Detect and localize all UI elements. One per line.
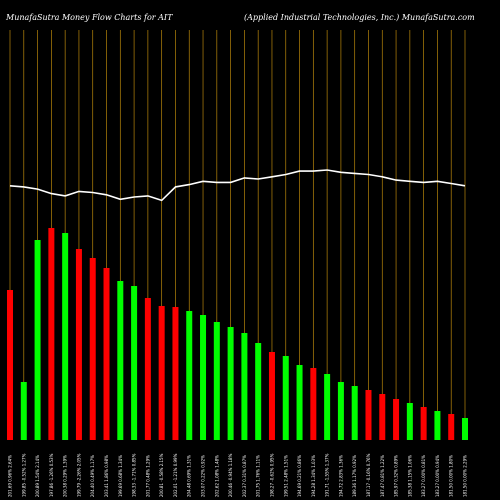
- money-flow-bar: [379, 394, 386, 440]
- x-tick-label: 199.79 -2.26% 2.05%: [76, 453, 81, 497]
- x-tick-label: 201.75 1.76% 1.11%: [256, 455, 261, 497]
- x-tick-label: 191.71 -1.55% 1.37%: [325, 453, 330, 497]
- money-flow-bar: [255, 343, 262, 440]
- money-flow-bar: [158, 306, 165, 440]
- chart-title-right: (Applied Industrial Technologies, Inc.) …: [244, 13, 475, 22]
- money-flow-bar: [144, 298, 151, 440]
- x-tick-label: 181.50 0.00% 1.80%: [449, 455, 454, 497]
- x-tick-label: 204.48 0.69% 1.31%: [187, 455, 192, 497]
- x-tick-label: 183.27 0.00% 0.81%: [421, 455, 426, 497]
- money-flow-bar: [75, 249, 82, 440]
- money-flow-bar: [62, 233, 69, 440]
- money-flow-bar: [296, 365, 303, 440]
- money-flow-bar: [462, 418, 468, 440]
- x-tick-label: 204.40 0.49% 1.17%: [90, 455, 95, 497]
- x-tick-label: 201.77 0.48% 1.29%: [145, 455, 150, 497]
- money-flow-bar: [131, 286, 138, 440]
- x-tick-label: 187.17 -0.16% 0.76%: [366, 453, 371, 497]
- x-tick-label: 202.01 -1.21% 0.99%: [173, 453, 178, 497]
- x-tick-label: 183.27 0.00% 0.94%: [435, 455, 440, 497]
- money-flow-bar: [310, 368, 317, 440]
- x-tick-label: 189.36 1.17% 0.92%: [352, 455, 357, 497]
- x-tick-label: 194.72 2.83% 1.36%: [338, 455, 343, 497]
- money-flow-bar: [20, 382, 27, 440]
- money-flow-bar: [172, 307, 179, 440]
- x-tick-label: 199.85 -0.52% 1.27%: [21, 453, 26, 497]
- money-flow-bar: [186, 311, 193, 440]
- money-flow-bar: [213, 322, 220, 440]
- money-flow-bar: [48, 228, 55, 440]
- x-tick-label: 194.28 1.34% 1.03%: [311, 455, 316, 497]
- x-tick-label: 202.37 0.31% 0.87%: [242, 455, 247, 497]
- money-flow-bar: [337, 382, 344, 440]
- money-flow-bar: [241, 333, 248, 440]
- money-flow-bar: [406, 403, 413, 440]
- x-tick-label: 197.86 -1.26% 0.53%: [49, 453, 54, 497]
- chart-title-left: MunafaSutra Money Flow Charts for AIT: [5, 13, 173, 22]
- x-tick-label: 198.33 -1.71% 0.85%: [132, 453, 137, 497]
- price-line: [9, 169, 466, 202]
- money-flow-bar: [351, 386, 358, 440]
- x-tick-label: 202.62 1.08% 1.48%: [214, 455, 219, 497]
- money-flow-bar: [268, 352, 275, 440]
- money-flow-bar: [7, 290, 13, 440]
- x-tick-label: 199.69 0.68% 1.34%: [118, 455, 123, 497]
- x-tick-label: 200.38 0.29% 1.39%: [63, 455, 68, 497]
- x-axis-ticks: 201.69 0.96% 2.64% 199.85 -0.52% 1.27% 200…: [8, 453, 468, 497]
- x-tick-label: 200.81 -0.58% 2.15%: [159, 453, 164, 497]
- x-tick-label: 199.51 2.48% 1.51%: [283, 455, 288, 497]
- x-tick-label: 203.41 1.86% 0.98%: [104, 455, 109, 497]
- money-flow-bar: [420, 407, 427, 440]
- money-flow-bar: [365, 390, 372, 440]
- x-tick-label: 203.07 0.22% 0.92%: [201, 455, 206, 497]
- money-flow-bar: [200, 315, 207, 440]
- money-flow-bars: [7, 228, 468, 440]
- x-tick-label: 200.89 1.54% 2.14%: [35, 455, 40, 497]
- x-tick-label: 198.27 -0.62% 0.95%: [269, 453, 274, 497]
- x-tick-label: 185.97 0.32% 0.89%: [394, 455, 399, 497]
- x-tick-label: 181.50 0.00% 2.29%: [463, 455, 468, 497]
- money-flow-bar: [34, 240, 41, 440]
- x-tick-label: 185.38 1.15% 1.06%: [407, 455, 412, 497]
- money-flow-bar: [393, 399, 400, 440]
- x-tick-label: 187.47 0.81% 1.22%: [380, 455, 385, 497]
- money-flow-bar: [324, 374, 331, 440]
- money-flow-bar: [282, 356, 289, 440]
- money-flow-bar: [117, 281, 124, 440]
- x-tick-label: 200.46 -0.94% 1.18%: [228, 453, 233, 497]
- x-tick-label: 201.69 0.96% 2.64%: [8, 455, 13, 497]
- money-flow-bar: [103, 268, 110, 440]
- money-flow-bar: [434, 411, 441, 440]
- x-tick-label: 194.69 0.21% 0.86%: [297, 455, 302, 497]
- money-flow-bar: [89, 258, 96, 440]
- money-flow-bar: [448, 414, 455, 440]
- money-flow-bar: [227, 327, 234, 440]
